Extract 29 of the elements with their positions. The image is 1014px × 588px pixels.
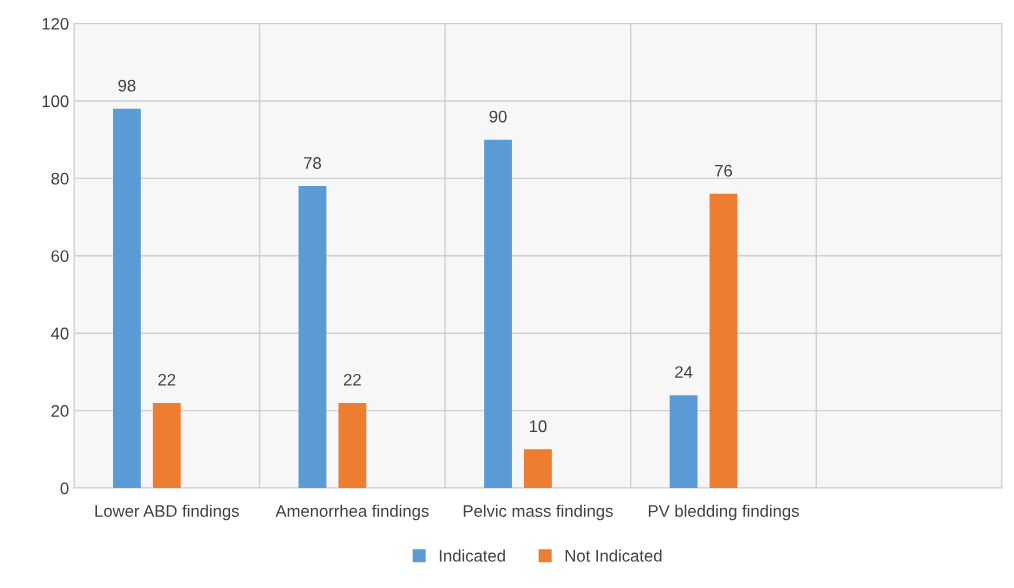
data-label: 90 xyxy=(489,110,507,123)
bar xyxy=(709,193,738,489)
data-label: 22 xyxy=(158,373,176,386)
data-label: 10 xyxy=(529,420,547,433)
y-tick-label: 20 xyxy=(51,405,69,417)
y-tick-label: 0 xyxy=(60,482,69,495)
data-label: 24 xyxy=(675,366,693,378)
bar xyxy=(298,186,327,489)
bar xyxy=(524,449,552,489)
data-label: 22 xyxy=(343,373,361,386)
bar xyxy=(484,139,512,489)
bar xyxy=(152,402,181,489)
y-tick-label: 40 xyxy=(51,327,69,340)
bar xyxy=(112,108,141,489)
legend-label: Not Indicated xyxy=(565,549,662,562)
bar xyxy=(669,395,698,489)
data-label: 76 xyxy=(715,164,733,177)
x-tick-label: Pelvic mass findings xyxy=(463,504,613,521)
x-tick-label: Amenorrhea findings xyxy=(275,504,429,521)
bar xyxy=(338,402,367,489)
y-tick-label: 80 xyxy=(51,172,69,185)
x-tick-label: Lower ABD findings xyxy=(95,504,239,521)
legend-label: Indicated xyxy=(439,549,505,562)
y-tick-label: 100 xyxy=(42,95,69,108)
data-label: 98 xyxy=(118,79,136,92)
x-tick-label: PV bledding findings xyxy=(648,504,799,521)
y-tick-label: 120 xyxy=(42,17,69,30)
y-tick-label: 60 xyxy=(51,250,69,262)
data-label: 78 xyxy=(304,157,322,169)
